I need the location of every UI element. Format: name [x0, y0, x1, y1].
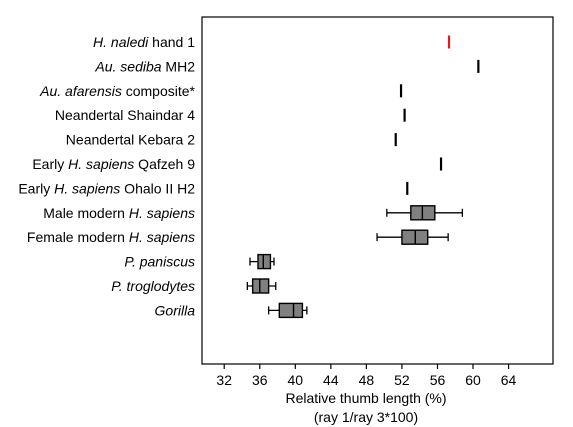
category-label: P. paniscus [124, 254, 195, 270]
x-tick-label: 32 [216, 372, 232, 388]
category-label-part: P. troglodytes [111, 278, 195, 294]
category-label-part: Gorilla [155, 302, 196, 318]
category-label: H. naledi hand 1 [93, 34, 195, 50]
category-label: P. troglodytes [111, 278, 195, 294]
x-axis-title-line2: (ray 1/ray 3*100) [314, 409, 418, 425]
category-label-part: Early [32, 156, 68, 172]
category-label: Neandertal Shaindar 4 [55, 107, 195, 123]
x-tick-label: 52 [394, 372, 410, 388]
x-axis: 32 36 40 44 48 52 56 60 64 [216, 364, 517, 388]
x-tick-label: 60 [465, 372, 481, 388]
category-label-part: hand 1 [148, 34, 195, 50]
category-label-part: Ohalo II H2 [120, 180, 195, 196]
chart-marks [246, 35, 480, 319]
x-tick-label: 48 [359, 372, 375, 388]
category-label-part: P. paniscus [124, 254, 195, 270]
category-label: Female modern H. sapiens [27, 229, 195, 245]
category-label-part: H. sapiens [129, 229, 195, 245]
category-label-part: H. sapiens [54, 180, 120, 196]
category-label-part: Qafzeh 9 [134, 156, 195, 172]
category-label-part: Early [18, 180, 54, 196]
category-label-part: H. sapiens [129, 205, 195, 221]
category-label: Au. sediba MH2 [94, 58, 195, 74]
x-tick-label: 36 [252, 372, 268, 388]
category-label: Male modern H. sapiens [43, 205, 195, 221]
category-label-part: H. sapiens [68, 156, 134, 172]
x-axis-title-line1: Relative thumb length (%) [285, 390, 446, 406]
x-tick-label: 44 [323, 372, 339, 388]
plot-frame [201, 16, 554, 365]
category-label-part: MH2 [162, 58, 196, 74]
box-iqr [251, 278, 270, 294]
category-label-part: composite* [122, 83, 196, 99]
category-label: Gorilla [155, 302, 196, 318]
category-label-part: H. naledi [93, 34, 149, 50]
x-tick-label: 56 [430, 372, 446, 388]
category-label: Neandertal Kebara 2 [66, 132, 195, 148]
category-label-part: Au. sediba [94, 58, 161, 74]
box-iqr [257, 253, 272, 270]
x-tick-label: 40 [288, 372, 304, 388]
category-label-part: Female modern [27, 229, 129, 245]
category-label-part: Au. afarensis [39, 83, 122, 99]
category-label: Early H. sapiens Qafzeh 9 [32, 156, 195, 172]
category-label: Early H. sapiens Ohalo II H2 [18, 180, 195, 196]
category-label-part: Neandertal Shaindar 4 [55, 107, 195, 123]
box-iqr [278, 302, 304, 319]
category-label-part: Male modern [43, 205, 129, 221]
category-labels: H. naledi hand 1 Au. sediba MH2 Au. afaren… [18, 34, 195, 318]
x-tick-label: 64 [501, 372, 517, 388]
category-label: Au. afarensis composite* [39, 83, 195, 99]
category-label-part: Neandertal Kebara 2 [66, 132, 195, 148]
